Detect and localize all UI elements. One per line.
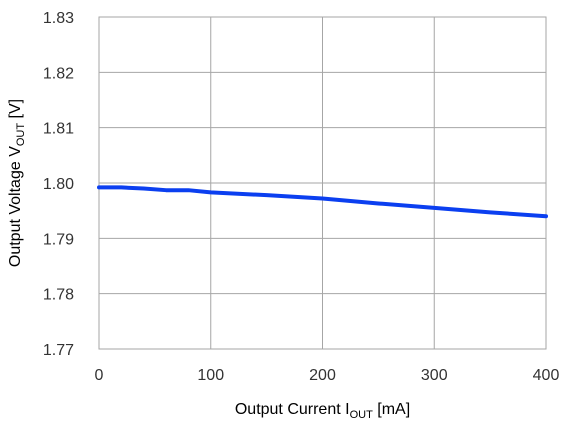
x-tick-label: 300 — [421, 367, 448, 384]
y-tick-label: 1.80 — [43, 176, 74, 193]
x-tick-label: 100 — [197, 367, 224, 384]
x-tick-label: 0 — [95, 367, 104, 384]
series-line — [97, 185, 548, 219]
y-axis-title-subscript: OUT — [15, 123, 27, 147]
series-layer — [97, 185, 548, 219]
y-tick-label: 1.81 — [43, 121, 74, 138]
y-tick-label: 1.78 — [43, 287, 74, 304]
x-axis-title-main: Output Current I — [235, 401, 350, 418]
x-axis-title: Output Current IOUT [mA] — [235, 401, 410, 421]
x-tick-label: 200 — [309, 367, 336, 384]
x-axis-title-suffix: [mA] — [373, 401, 410, 418]
y-tick-label: 1.83 — [43, 10, 74, 27]
x-tick-label: 400 — [533, 367, 560, 384]
y-axis-ticks: 1.77 1.78 1.79 1.80 1.81 1.82 1.83 — [43, 10, 74, 359]
grid — [98, 16, 547, 350]
y-tick-label: 1.82 — [43, 65, 74, 82]
x-axis-ticks: 0 100 200 300 400 — [95, 367, 560, 384]
y-axis-title: Output Voltage VOUT [V] — [7, 99, 27, 267]
y-tick-label: 1.77 — [43, 342, 74, 359]
plot-area-border — [98, 16, 547, 350]
y-axis-title-suffix: [V] — [7, 99, 24, 123]
y-axis-title-main: Output Voltage V — [7, 146, 24, 267]
x-axis-title-subscript: OUT — [350, 409, 374, 421]
y-tick-label: 1.79 — [43, 231, 74, 248]
